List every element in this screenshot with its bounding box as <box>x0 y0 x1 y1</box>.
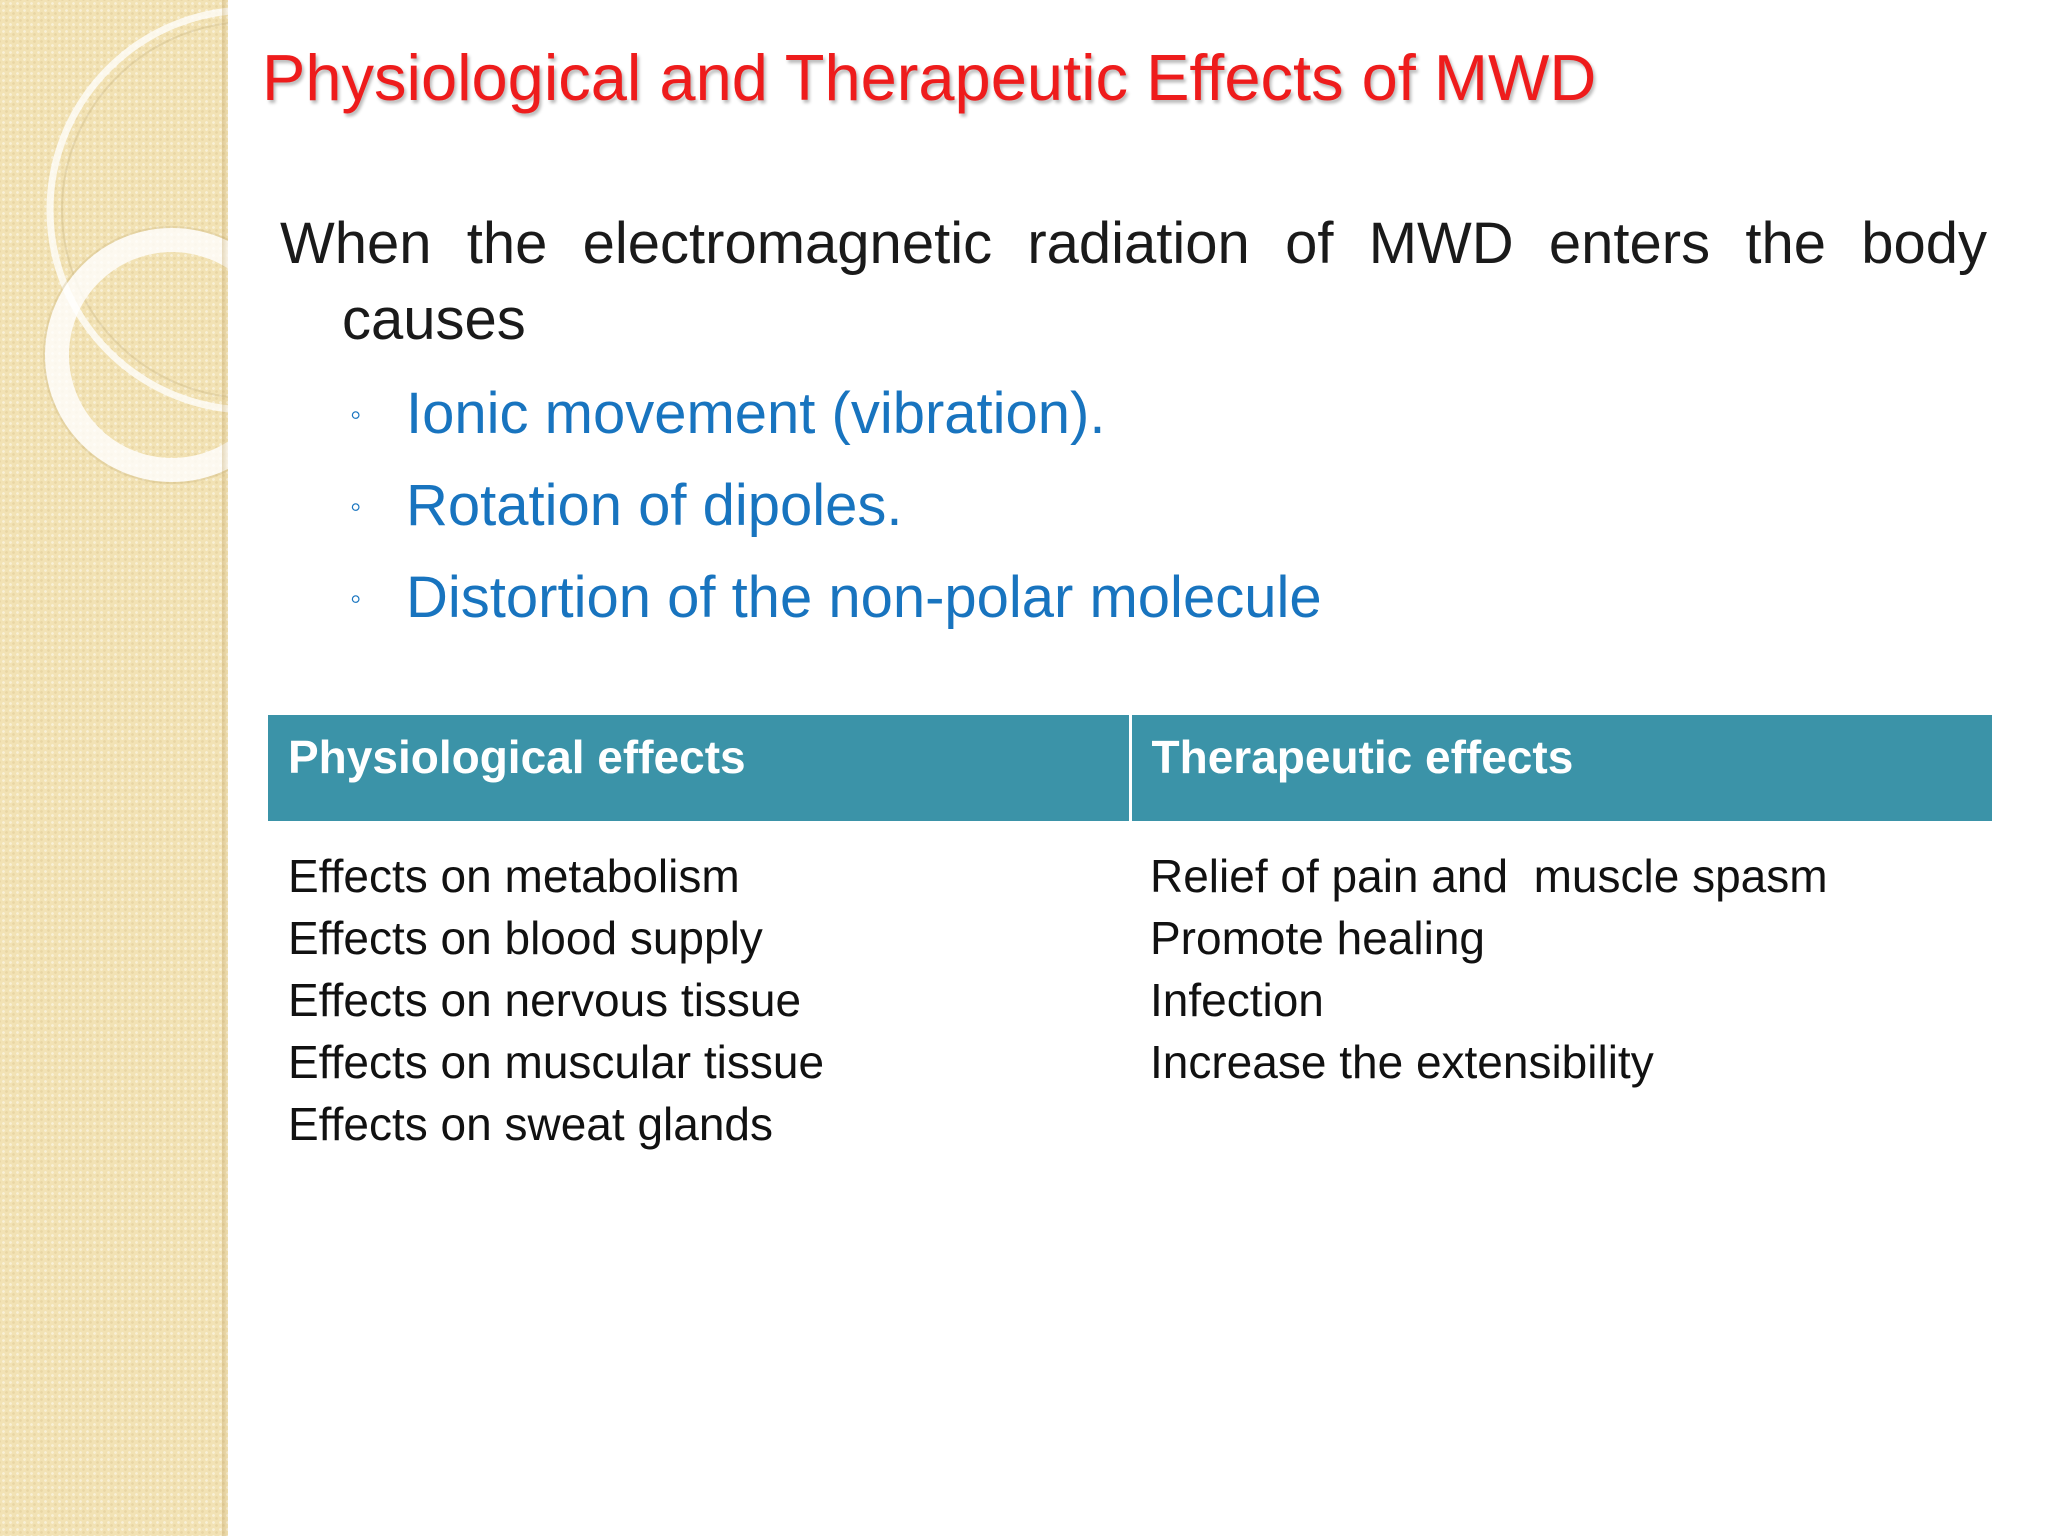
bullet-list: ◦ Ionic movement (vibration). ◦ Rotation… <box>350 368 1322 644</box>
header-therapeutic: Therapeutic effects <box>1128 715 1992 821</box>
table-row: Effects on metabolism Effects on blood s… <box>268 821 1992 1155</box>
physiological-item: Effects on sweat glands <box>288 1098 773 1150</box>
therapeutic-item: Relief of pain and muscle spasm <box>1150 850 1828 902</box>
bullet-marker-icon: ◦ <box>350 580 362 616</box>
bullet-item: ◦ Ionic movement (vibration). <box>350 368 1322 460</box>
therapeutic-item: Increase the extensibility <box>1150 1036 1654 1088</box>
slide-title: Physiological and Therapeutic Effects of… <box>262 41 1597 114</box>
physiological-item: Effects on blood supply <box>288 912 763 964</box>
decorative-rings <box>43 7 228 484</box>
bullet-text: Distortion of the non-polar molecule <box>406 565 1322 630</box>
side-panel-edge <box>222 0 228 1536</box>
physiological-item: Effects on muscular tissue <box>288 1036 825 1088</box>
bullet-marker-icon: ◦ <box>350 396 362 432</box>
physiological-item: Effects on metabolism <box>288 850 740 902</box>
header-physiological: Physiological effects <box>268 715 1130 821</box>
bullet-item: ◦ Distortion of the non-polar molecule <box>350 552 1322 644</box>
physiological-item: Effects on nervous tissue <box>288 974 802 1026</box>
intro-text: When the electromagnetic radiation of MW… <box>280 211 1987 352</box>
bullet-text: Ionic movement (vibration). <box>406 381 1106 446</box>
therapeutic-cell: Relief of pain and muscle spasm Promote … <box>1130 821 1992 1155</box>
bullet-item: ◦ Rotation of dipoles. <box>350 460 1322 552</box>
decorative-side-panel <box>0 0 228 1536</box>
physiological-cell: Effects on metabolism Effects on blood s… <box>268 821 1130 1155</box>
therapeutic-item: Infection <box>1150 974 1324 1026</box>
therapeutic-item: Promote healing <box>1150 912 1485 964</box>
bullet-marker-icon: ◦ <box>350 488 362 524</box>
bullet-text: Rotation of dipoles. <box>406 473 903 538</box>
table-header-row: Physiological effects Therapeutic effect… <box>268 715 1992 821</box>
effects-table: Physiological effects Therapeutic effect… <box>268 715 1992 1155</box>
